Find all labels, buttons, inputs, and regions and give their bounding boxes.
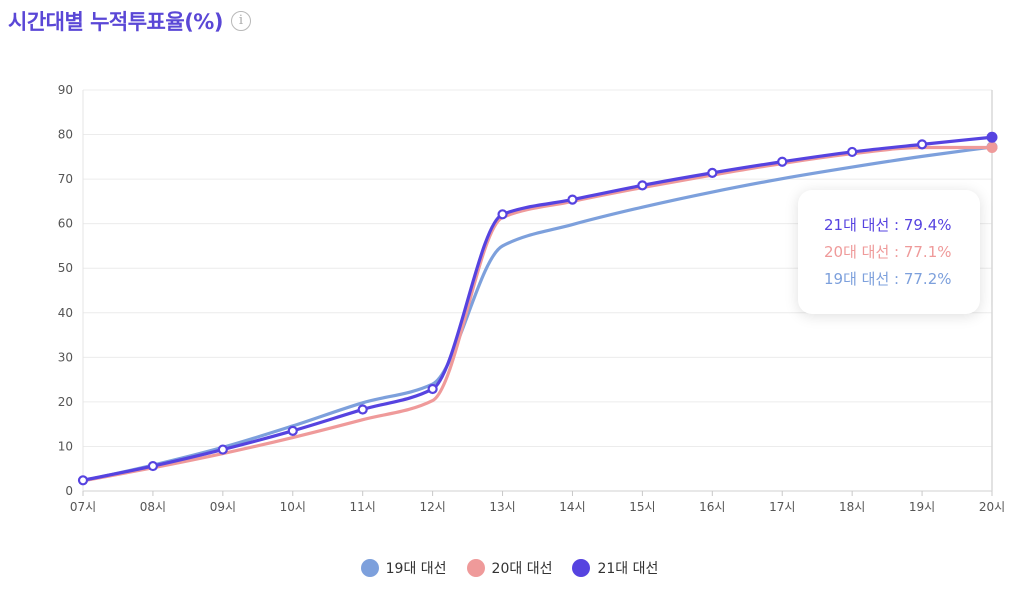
y-tick-label: 10 xyxy=(58,439,73,453)
y-tick-label: 0 xyxy=(65,484,73,498)
y-tick-label: 70 xyxy=(58,172,73,186)
x-tick-label: 16시 xyxy=(699,500,725,514)
legend-label-21: 21대 대선 xyxy=(597,561,659,577)
legend-item-20[interactable]: 20대 대선 xyxy=(466,558,553,578)
legend-dot-19 xyxy=(360,559,379,577)
x-tick-label: 19시 xyxy=(909,500,935,514)
x-tick-label: 18시 xyxy=(839,500,865,514)
tooltip-row-20: 20대 대선 : 77.1% xyxy=(824,243,952,261)
legend-item-19[interactable]: 19대 대선 xyxy=(360,558,447,578)
data-point[interactable] xyxy=(916,139,928,150)
series-end-point-21[interactable] xyxy=(986,131,998,143)
legend-dot-21 xyxy=(572,559,591,577)
x-tick-label: 11시 xyxy=(350,500,376,514)
data-point[interactable] xyxy=(357,404,368,415)
series-lines xyxy=(81,135,994,483)
x-tick-label: 12시 xyxy=(419,500,445,514)
series-line-20 xyxy=(81,145,994,483)
data-point[interactable] xyxy=(77,475,89,486)
series-line-19 xyxy=(81,145,994,483)
x-tick-label: 20시 xyxy=(979,500,1005,514)
chart-header: 시간대별 누적투표율(%) i xyxy=(8,6,251,36)
x-tick-label: 14시 xyxy=(559,500,585,514)
data-point[interactable] xyxy=(777,156,788,167)
data-point[interactable] xyxy=(637,180,648,191)
chart-title: 시간대별 누적투표율(%) xyxy=(8,10,223,34)
y-tick-label: 80 xyxy=(58,128,73,142)
series-markers xyxy=(77,131,998,486)
x-tick-label: 15시 xyxy=(629,500,655,514)
data-point[interactable] xyxy=(217,444,228,455)
x-tick-label: 07시 xyxy=(70,500,96,514)
y-tick-label: 90 xyxy=(58,83,73,97)
info-icon[interactable]: i xyxy=(230,11,251,31)
x-tick-label: 10시 xyxy=(280,500,306,514)
x-tick-label: 17시 xyxy=(769,500,795,514)
x-tick-label: 09시 xyxy=(210,500,236,514)
data-point[interactable] xyxy=(707,167,718,178)
y-tick-label: 40 xyxy=(58,306,73,320)
tooltip-row-19: 19대 대선 : 77.2% xyxy=(824,270,952,288)
tooltip-row-21: 21대 대선 : 79.4% xyxy=(824,216,952,234)
series-line-21 xyxy=(81,135,994,482)
hover-tooltip: 21대 대선 : 79.4% 20대 대선 : 77.1% 19대 대선 : 7… xyxy=(798,190,980,314)
legend-dot-20 xyxy=(466,559,485,577)
axes: 0 10 20 30 40 50 60 70 80 90 07시 08시 09시 10시 11시 12시 13시… xyxy=(58,83,1005,514)
data-point[interactable] xyxy=(427,383,438,395)
data-point[interactable] xyxy=(497,209,508,220)
legend-label-19: 19대 대선 xyxy=(385,561,447,577)
data-point[interactable] xyxy=(287,425,298,436)
data-point[interactable] xyxy=(847,146,858,158)
legend-item-21[interactable]: 21대 대선 xyxy=(572,558,658,578)
legend-label-20: 20대 대선 xyxy=(491,561,553,577)
data-point[interactable] xyxy=(567,194,578,205)
chart-legend: 19대 대선 20대 대선 21대 대선 xyxy=(0,558,1019,578)
y-tick-label: 20 xyxy=(58,395,73,409)
y-tick-label: 60 xyxy=(58,217,73,231)
data-point[interactable] xyxy=(147,460,159,472)
y-tick-label: 30 xyxy=(58,350,73,364)
x-tick-label: 13시 xyxy=(489,500,515,514)
x-tick-label: 08시 xyxy=(140,500,166,514)
grid-lines xyxy=(82,89,993,492)
y-tick-label: 50 xyxy=(58,261,73,275)
series-end-point-20[interactable] xyxy=(986,141,998,153)
